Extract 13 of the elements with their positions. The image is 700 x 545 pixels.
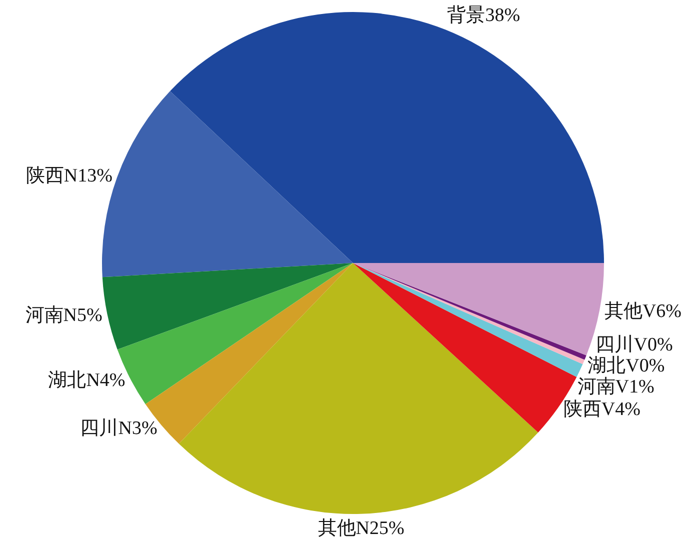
pie-slice: [102, 263, 353, 350]
slice-label: 四川N3%: [80, 418, 158, 440]
slice-label: 陕西V4%: [563, 398, 641, 420]
pie-slice: [178, 263, 538, 514]
slice-label: 其他N25%: [318, 518, 404, 539]
slice-label: 其他V6%: [604, 300, 682, 322]
slice-label: 河南V1%: [577, 376, 655, 398]
slice-label: 四川V0%: [596, 334, 673, 356]
slice-label: 湖北V0%: [588, 355, 665, 376]
slice-label: 背景38%: [447, 4, 520, 26]
slice-label: 湖北N4%: [48, 370, 126, 391]
slice-label: 陕西N13%: [26, 166, 113, 187]
slice-label: 河南N5%: [25, 304, 102, 326]
